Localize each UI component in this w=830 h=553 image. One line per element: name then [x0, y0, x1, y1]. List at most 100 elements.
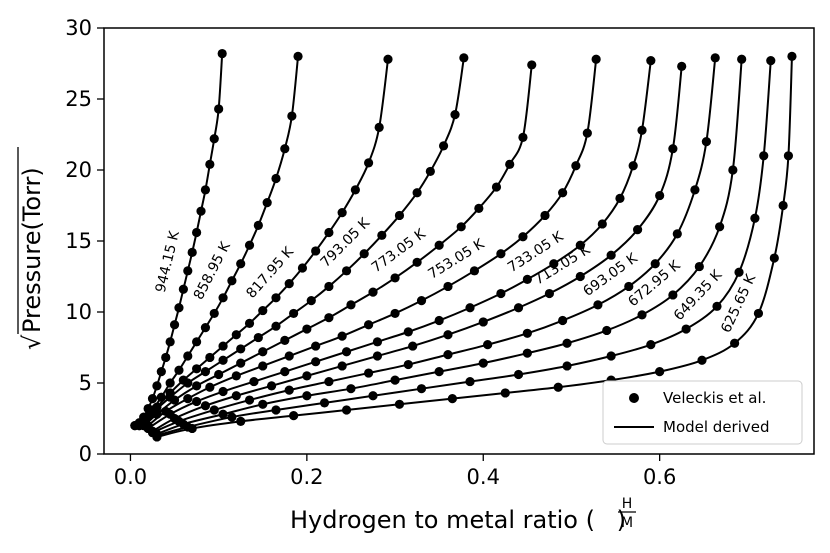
series-7 — [147, 61, 687, 436]
data-point — [217, 48, 227, 59]
x-tick-label: 0.4 — [467, 465, 500, 489]
data-point — [500, 388, 510, 398]
data-point — [156, 392, 166, 402]
data-point — [701, 137, 712, 147]
data-point — [346, 300, 356, 310]
data-point — [236, 416, 246, 426]
data-point — [364, 320, 374, 330]
data-point — [306, 296, 316, 306]
data-point — [192, 396, 202, 407]
y-tick-label: 25 — [65, 87, 92, 111]
data-point — [766, 56, 776, 66]
data-point — [187, 247, 197, 257]
data-point — [258, 305, 268, 316]
data-point — [478, 317, 488, 327]
data-point — [253, 332, 263, 343]
model-line — [156, 59, 743, 436]
data-point — [231, 330, 241, 340]
data-point — [575, 271, 585, 282]
data-point — [606, 250, 616, 260]
data-point — [346, 384, 356, 394]
data-point — [337, 361, 347, 371]
data-point — [394, 210, 405, 221]
data-point — [192, 227, 202, 238]
data-point — [209, 405, 219, 415]
y-axis-title-body: Pressure(Torr) — [18, 167, 46, 333]
x-axis: 0.0 0.2 0.4 0.6 — [114, 454, 676, 489]
data-point — [341, 266, 352, 276]
data-point — [147, 394, 158, 404]
data-point — [152, 432, 162, 442]
data-point — [192, 364, 202, 374]
data-point — [478, 358, 488, 368]
data-point — [271, 173, 281, 184]
data-point — [280, 144, 290, 154]
y-tick-label: 20 — [65, 158, 92, 182]
data-point — [337, 208, 347, 218]
data-point — [271, 405, 281, 415]
data-point — [505, 159, 515, 169]
data-point — [341, 405, 352, 415]
data-point — [518, 132, 528, 142]
data-point — [364, 368, 374, 378]
x-axis-title-suffix: ) — [617, 506, 626, 534]
data-point — [681, 324, 691, 334]
data-point — [200, 401, 211, 411]
series-label: 944.15 K — [153, 229, 183, 294]
data-point — [606, 351, 616, 361]
data-point — [522, 274, 532, 284]
data-point — [152, 381, 162, 391]
data-point — [513, 369, 524, 380]
data-point — [187, 423, 197, 434]
x-axis-title-prefix: Hydrogen to metal ratio ( — [290, 506, 595, 534]
data-point — [591, 54, 601, 64]
data-point — [165, 378, 175, 388]
data-point — [368, 391, 378, 401]
data-point — [672, 229, 682, 239]
data-point — [218, 409, 228, 419]
data-point — [668, 290, 678, 300]
data-point — [697, 355, 707, 365]
data-point — [174, 303, 184, 313]
data-point — [374, 122, 384, 132]
data-point — [668, 144, 678, 154]
data-point — [249, 376, 259, 387]
data-point — [443, 350, 453, 360]
x-axis-title-fraction-numerator: H — [622, 496, 633, 512]
data-point — [390, 308, 400, 319]
data-point — [236, 344, 246, 354]
x-tick-label: 0.6 — [643, 465, 676, 489]
data-point — [562, 361, 572, 371]
y-tick-label: 0 — [79, 442, 92, 466]
data-point — [271, 293, 281, 303]
data-point — [434, 315, 444, 326]
data-point — [456, 222, 466, 232]
series-label: 649.35 K — [671, 267, 726, 324]
data-point — [646, 56, 656, 66]
data-point — [311, 246, 321, 256]
series-label: 817.95 K — [243, 244, 297, 302]
data-point — [236, 259, 246, 269]
x-tick-label: 0.2 — [290, 465, 323, 489]
x-axis-title-frac-spacer — [609, 506, 617, 534]
data-point — [558, 315, 568, 326]
data-point — [544, 288, 555, 299]
data-point — [293, 51, 303, 62]
data-point — [302, 391, 312, 401]
data-point — [778, 200, 788, 211]
data-point — [483, 340, 493, 350]
data-point — [438, 141, 449, 151]
data-point — [637, 125, 647, 135]
x-axis-title: Hydrogen to metal ratio ( ) — [290, 506, 626, 534]
data-point — [553, 382, 563, 392]
data-point — [469, 266, 480, 276]
data-point — [465, 303, 475, 313]
data-point — [403, 327, 413, 337]
data-point — [615, 193, 625, 203]
data-point — [359, 249, 369, 259]
data-point — [205, 159, 215, 169]
data-point — [540, 210, 550, 221]
data-point — [205, 352, 215, 363]
data-point — [518, 232, 528, 242]
data-point — [527, 60, 537, 70]
